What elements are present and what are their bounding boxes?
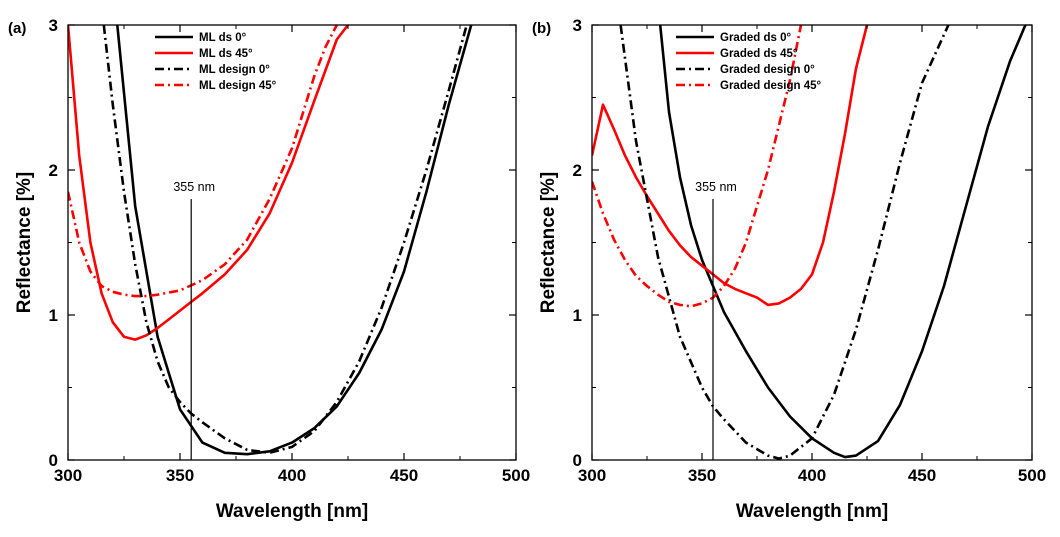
y-tick-label: 1	[49, 306, 58, 325]
legend-label-1: ML ds 0°	[199, 32, 247, 44]
series-line-2	[592, 25, 869, 307]
legend: Graded ds 0° Graded ds 45° Graded design 0…	[676, 32, 822, 92]
series-line-1	[116, 25, 473, 456]
series-group	[592, 25, 1027, 460]
y-tick-label: 3	[49, 16, 58, 35]
x-tick-label: 300	[54, 466, 82, 485]
y-tick-label: 0	[49, 451, 58, 470]
legend: ML ds 0° ML ds 45° ML design 0° ML design 4…	[155, 32, 277, 92]
y-axis-title: Reflectance [%]	[538, 172, 559, 314]
series-line-1	[658, 25, 1027, 459]
series-line-4	[68, 25, 338, 298]
panel-label: (b)	[532, 20, 551, 37]
panel-label: (a)	[8, 20, 26, 37]
x-tick-label: 350	[166, 466, 194, 485]
y-tick-label: 3	[573, 16, 582, 35]
series-line-2	[68, 25, 350, 341]
panel-b: 355 nm 300 350 400 450 500 0 1 2 3 Wavelength [nm]…	[532, 16, 1046, 522]
x-tick-label: 500	[502, 466, 530, 485]
y-axis-title: Reflectance [%]	[14, 172, 35, 314]
panel-a: 355 nm 300 350 400 450 500 0 1 2 3 Wavelength [nm]…	[8, 16, 530, 522]
x-tick-label: 350	[688, 466, 716, 485]
legend-label-2: ML ds 45°	[199, 48, 253, 60]
x-tick-label: 450	[390, 466, 418, 485]
y-tick-label: 1	[573, 306, 582, 325]
annotation-label: 355 nm	[695, 180, 737, 194]
y-tick-label: 2	[49, 161, 58, 180]
y-tick-label: 2	[573, 161, 582, 180]
legend-label-4: ML design 45°	[199, 80, 277, 92]
x-tick-label: 450	[908, 466, 936, 485]
annotation-label: 355 nm	[173, 180, 215, 194]
legend-label-2: Graded ds 45°	[720, 48, 798, 60]
x-tick-label: 500	[1018, 466, 1046, 485]
x-axis-title: Wavelength [nm]	[216, 501, 368, 522]
x-axis-title: Wavelength [nm]	[736, 501, 888, 522]
x-tick-label: 400	[798, 466, 826, 485]
legend-label-1: Graded ds 0°	[720, 32, 791, 44]
y-tick-label: 0	[573, 451, 582, 470]
series-line-4	[592, 25, 803, 308]
series-group	[68, 25, 473, 456]
legend-label-3: ML design 0°	[199, 64, 270, 76]
series-line-3	[102, 25, 468, 455]
legend-label-3: Graded design 0°	[720, 64, 815, 76]
x-tick-label: 300	[578, 466, 606, 485]
legend-label-4: Graded design 45°	[720, 80, 822, 92]
x-tick-label: 400	[278, 466, 306, 485]
series-line-3	[619, 25, 950, 460]
